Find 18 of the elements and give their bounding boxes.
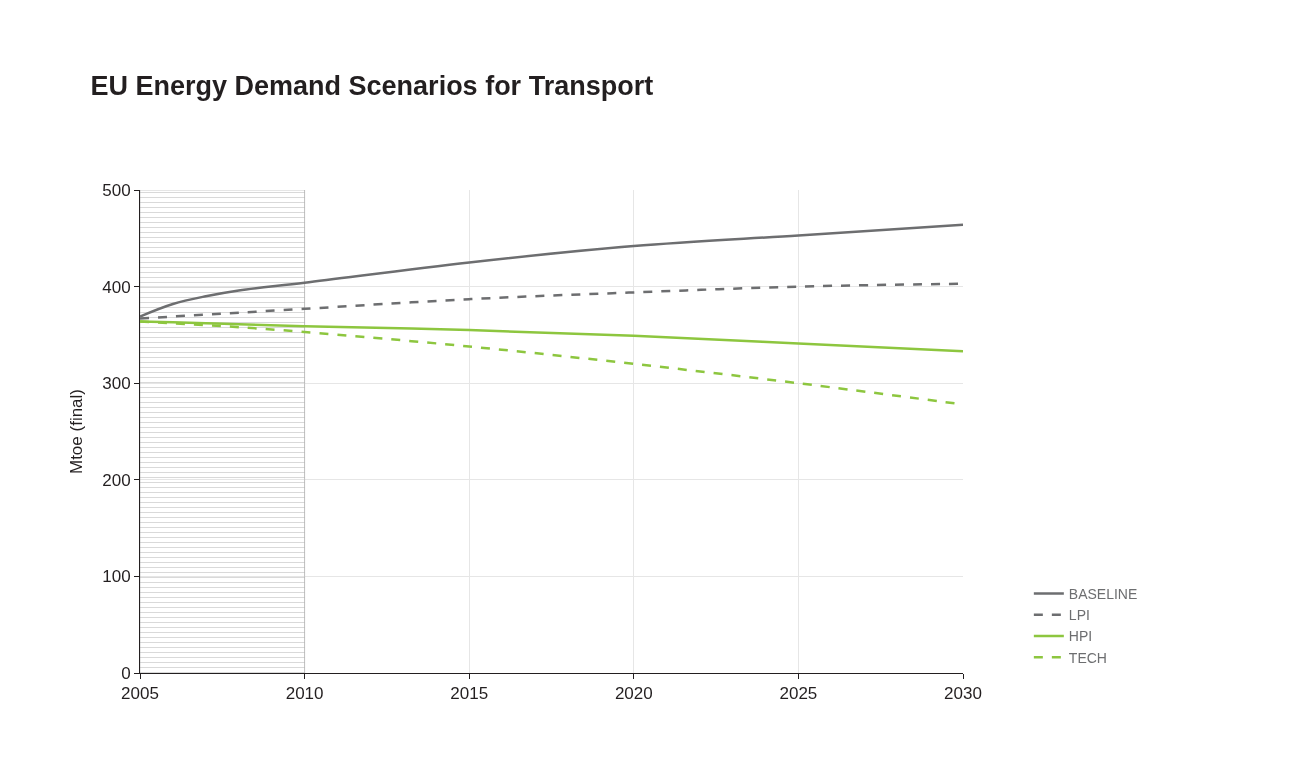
y-tick-label: 300 [102,374,131,394]
y-axis-title: Mtoe (final) [66,388,86,475]
x-tick-label: 2015 [450,684,489,704]
x-tick-label: 2010 [285,684,324,704]
x-tick-label: 2020 [614,684,653,704]
y-tick-label: 0 [121,663,131,683]
x-tick-label: 2005 [121,684,159,704]
x-tick-label: 2030 [944,684,982,704]
y-tick-label: 100 [102,567,131,587]
legend-label: BASELINE [1068,586,1138,603]
legend-label: TECH [1068,649,1107,666]
legend-label: LPI [1068,607,1090,624]
chart-title: EU Energy Demand Scenarios for Transport [90,70,654,101]
y-tick-label: 400 [102,277,131,297]
y-tick-label: 500 [102,180,131,200]
y-tick-label: 200 [102,470,131,490]
x-tick-label: 2025 [779,684,818,704]
legend-label: HPI [1068,628,1093,645]
